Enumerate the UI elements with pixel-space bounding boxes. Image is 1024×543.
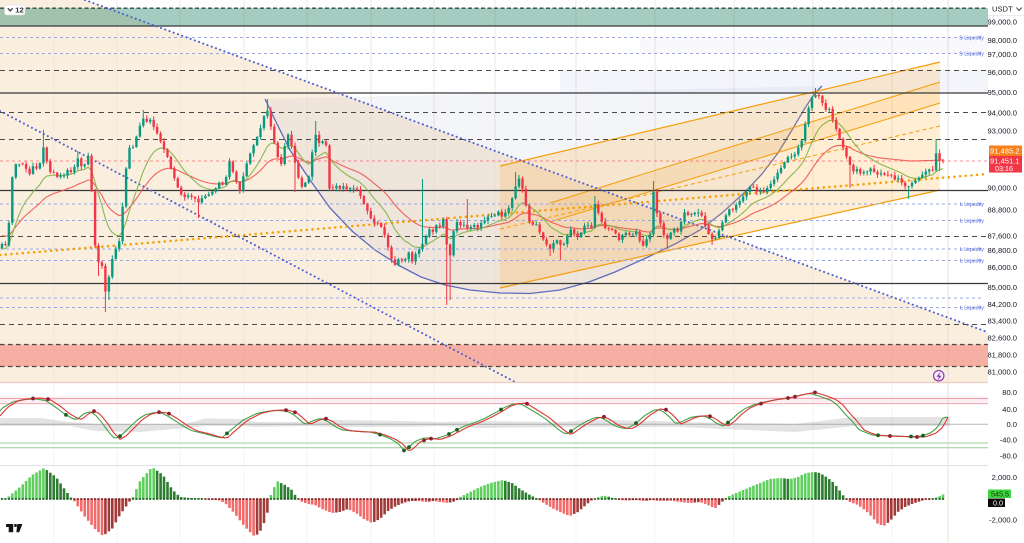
svg-text:81,000.0: 81,000.0 [987,367,1017,376]
svg-text:91,451.1: 91,451.1 [990,157,1020,166]
svg-text:83,400.0: 83,400.0 [987,316,1017,325]
svg-text:96,000.0: 96,000.0 [987,68,1017,77]
svg-text:85,000.0: 85,000.0 [987,283,1017,292]
svg-text:0.0: 0.0 [993,499,1003,508]
svg-text:82,600.0: 82,600.0 [987,333,1017,342]
svg-text:0.0: 0.0 [1006,420,1017,429]
svg-text:99,000.0: 99,000.0 [987,17,1017,26]
svg-text:86,000.0: 86,000.0 [987,263,1017,272]
svg-text:2,000.0: 2,000.0 [992,473,1017,482]
svg-text:91,485.2: 91,485.2 [990,147,1020,156]
svg-text:L Liquidity: L Liquidity [960,202,984,208]
svg-text:L Liquidity: L Liquidity [960,247,984,253]
svg-text:93,000.0: 93,000.0 [987,126,1017,135]
svg-text:L Liquidity: L Liquidity [960,305,984,311]
svg-text:81,800.0: 81,800.0 [987,350,1017,359]
svg-text:-2,000.0: -2,000.0 [989,515,1017,524]
svg-text:86,800.0: 86,800.0 [987,246,1017,255]
svg-text:USDT: USDT [992,4,1013,13]
svg-text:40.0: 40.0 [1002,405,1017,414]
svg-text:80.0: 80.0 [1002,388,1017,397]
svg-text:97,000.0: 97,000.0 [987,50,1017,59]
svg-text:87,600.0: 87,600.0 [987,232,1017,241]
svg-text:S Liquidity: S Liquidity [959,51,984,57]
svg-text:545.5: 545.5 [991,490,1009,499]
svg-text:98,000.0: 98,000.0 [987,36,1017,45]
svg-text:90,000.0: 90,000.0 [987,183,1017,192]
svg-text:L Liquidity: L Liquidity [960,218,984,224]
svg-text:S Liquidity: S Liquidity [959,35,984,41]
svg-text:94,000.0: 94,000.0 [987,108,1017,117]
svg-text:-40.0: -40.0 [1000,436,1017,445]
svg-text:12: 12 [15,6,23,15]
svg-text:84,200.0: 84,200.0 [987,300,1017,309]
svg-text:88,800.0: 88,800.0 [987,205,1017,214]
svg-text:03:16: 03:16 [995,164,1013,173]
svg-text:95,000.0: 95,000.0 [987,88,1017,97]
svg-text:-80.0: -80.0 [1000,452,1017,461]
svg-text:L Liquidity: L Liquidity [960,258,984,264]
